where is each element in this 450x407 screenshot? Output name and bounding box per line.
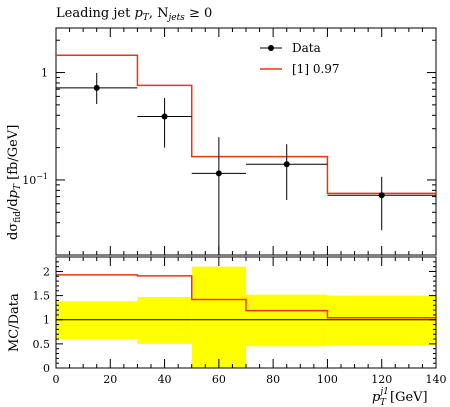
x-tick-label: 0 [53,373,60,386]
x-tick-label: 60 [212,373,226,386]
data-point [93,84,100,91]
data-uncertainty-band [137,297,192,344]
legend-data-marker [268,45,274,51]
data-point [283,161,290,168]
x-tick-label: 100 [317,373,338,386]
main-y-axis-label: dσfid/dpT [fb/GeV] [6,125,23,240]
main-plot-frame [55,27,437,256]
legend-data-label: Data [292,41,321,55]
ratio-y-tick-label: 1 [43,314,50,327]
legend: Data [1] 0.97 [260,41,340,76]
ratio-y-tick-label: 2 [43,265,50,278]
ratio-mc-step [56,274,436,319]
ratio-y-tick-label: 0 [43,362,50,375]
data-point [378,192,385,199]
legend-mc-label: [1] 0.97 [292,62,340,76]
data-uncertainty-band [246,294,328,347]
x-tick-label: 140 [426,373,447,386]
data-point [161,113,168,120]
x-axis-label: pj1 T [GeV] [372,387,428,407]
x-tick-label: 20 [103,373,117,386]
x-tick-label: 40 [158,373,172,386]
ratio-y-tick-label: 1.5 [33,290,51,303]
ratio-y-axis-label: MC/Data [7,293,22,352]
main-y-tick-label: 1 [41,67,48,80]
ratio-y-tick-label: 0.5 [33,338,51,351]
ratio-plot-panel: 00.511.520 20 40 60 80 100 120 140 [33,256,447,386]
mc-step-histogram [56,54,436,195]
x-tick-label: 80 [266,373,280,386]
chart-title: Leading jet pT, Njets ≥ 0 [56,6,212,23]
main-plot-panel: 1 10−1 [22,27,437,256]
data-uncertainty-band [191,266,246,368]
main-y-tick-label: 10−1 [22,172,48,187]
data-point [215,170,222,177]
x-tick-label: 120 [371,373,392,386]
data-uncertainty-band [327,295,436,346]
